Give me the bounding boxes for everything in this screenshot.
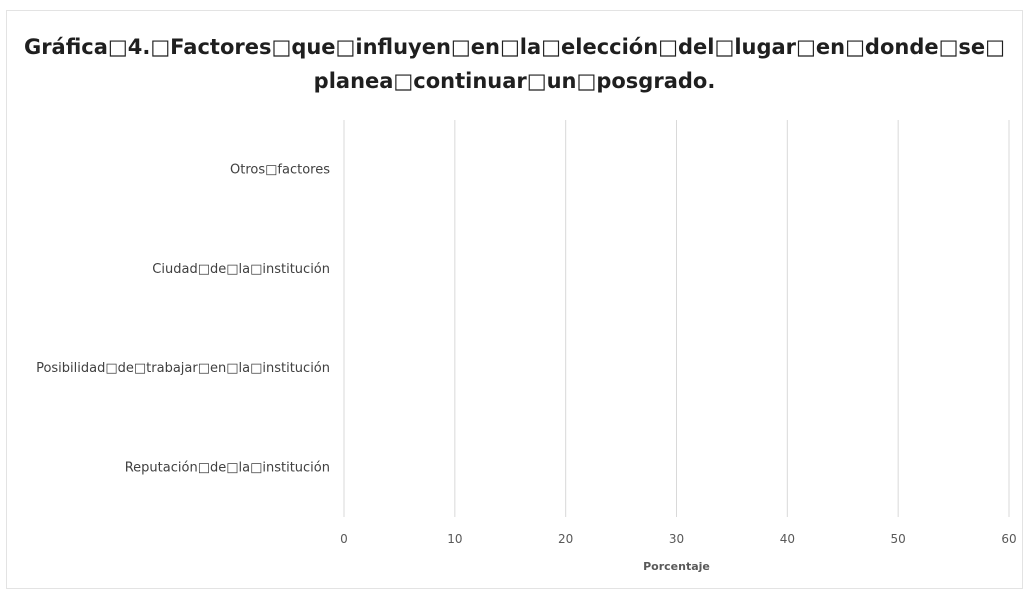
x-tick-label-40: 40 — [780, 532, 795, 546]
chart-title-line-2: planea□continuar□un□posgrado. — [313, 69, 716, 93]
x-tick-label-30: 30 — [669, 532, 684, 546]
chart-title-line-1: Gráfica□4.□Factores□que□influyen□en□la□e… — [23, 35, 1006, 59]
x-tick-label-60: 60 — [1001, 532, 1016, 546]
x-tick-label-20: 20 — [558, 532, 573, 546]
category-label-2: Ciudad□de□la□institución — [152, 262, 330, 277]
x-tick-label-10: 10 — [447, 532, 462, 546]
x-tick-label-0: 0 — [340, 532, 348, 546]
category-label-4: Reputación□de□la□institución — [125, 460, 330, 475]
x-axis-title: Porcentaje — [643, 560, 710, 573]
x-tick-label-50: 50 — [891, 532, 906, 546]
category-label-1: Otros□factores — [230, 163, 330, 178]
chart-frame — [6, 10, 1023, 589]
chart-title: Gráfica□4.□Factores□que□influyen□en□la□e… — [0, 30, 1029, 98]
category-label-3: Posibilidad□de□trabajar□en□la□institució… — [36, 361, 330, 376]
